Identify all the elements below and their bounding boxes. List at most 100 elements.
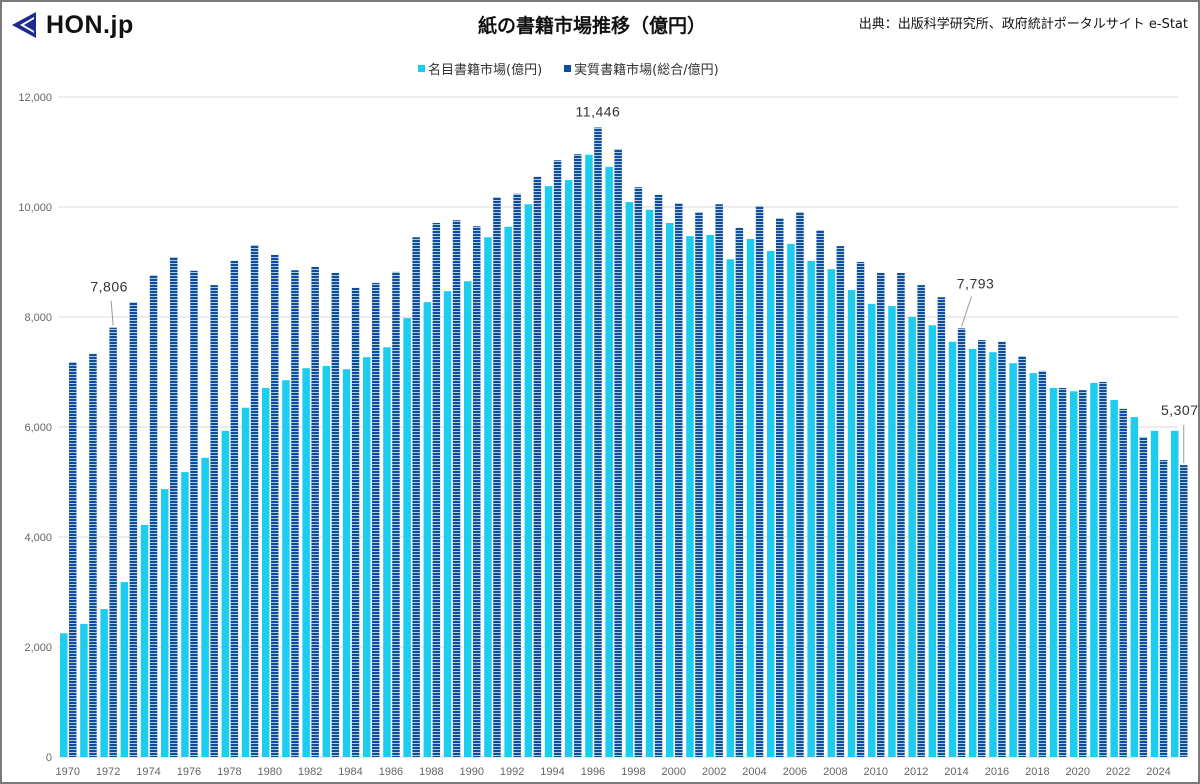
x-tick-label: 2020: [1066, 766, 1090, 778]
bar-real: [89, 353, 97, 757]
bar-nominal: [464, 281, 472, 757]
bar-nominal: [706, 235, 714, 758]
y-tick-label: 4,000: [24, 532, 52, 544]
x-tick-label: 1996: [581, 766, 605, 778]
bar-real: [776, 218, 784, 757]
bar-real: [452, 220, 461, 757]
bar-nominal: [1090, 383, 1098, 757]
bar-real: [533, 176, 542, 757]
bar-nominal: [484, 237, 492, 757]
x-tick-label: 1990: [460, 766, 484, 778]
x-tick-label: 1976: [177, 766, 201, 778]
bar-nominal: [726, 259, 735, 757]
data-label: 7,793: [957, 275, 995, 291]
bar-nominal: [1049, 387, 1058, 757]
bar-real: [1159, 460, 1168, 757]
bar-real: [493, 197, 501, 758]
bar-real: [675, 203, 683, 757]
bar-real: [937, 297, 946, 757]
y-tick-label: 8,000: [24, 312, 52, 324]
bar-real: [1139, 436, 1148, 757]
bar-nominal: [241, 407, 250, 757]
bar-nominal: [827, 269, 836, 757]
bar-real: [877, 273, 885, 757]
bar-nominal: [948, 341, 957, 757]
legend-label-nominal: 名目書籍市場(億円): [428, 63, 543, 78]
bar-nominal: [1029, 373, 1038, 757]
bar-nominal: [969, 348, 977, 757]
bar-real: [957, 328, 966, 757]
bar-nominal: [504, 226, 512, 758]
bar-real: [897, 273, 905, 757]
bar-real: [69, 362, 77, 757]
x-tick-label: 1992: [500, 766, 524, 778]
bar-nominal: [868, 303, 876, 757]
bar-nominal: [666, 222, 674, 757]
bar-nominal: [1110, 400, 1118, 757]
legend-item-nominal: 名目書籍市場(億円): [418, 59, 542, 78]
bar-nominal: [1171, 430, 1179, 757]
bar-real: [1079, 390, 1087, 757]
bar-real: [149, 275, 158, 757]
x-tick-label: 1998: [621, 766, 645, 778]
x-tick-label: 1986: [379, 766, 403, 778]
bar-real: [109, 327, 117, 757]
x-tick-label: 1994: [540, 766, 564, 778]
bar-nominal: [100, 609, 108, 757]
bar-nominal: [585, 154, 593, 757]
bar-nominal: [282, 380, 290, 757]
bar-nominal: [787, 243, 795, 758]
bar-nominal: [989, 352, 997, 757]
legend: 名目書籍市場(億円) 実質書籍市場(総合/億円): [418, 59, 719, 78]
bar-nominal: [544, 186, 553, 758]
x-tick-label: 1972: [96, 766, 120, 778]
bar-nominal: [746, 238, 755, 757]
bar-real: [594, 127, 602, 758]
bar-real: [513, 193, 521, 758]
bar-real: [614, 149, 622, 757]
bar-nominal: [807, 260, 815, 757]
bar-real: [432, 222, 441, 757]
bar-real: [372, 282, 380, 757]
bar-nominal: [262, 387, 270, 757]
bar-nominal: [767, 251, 775, 757]
bar-real: [816, 230, 824, 758]
x-tick-label: 2000: [662, 766, 686, 778]
bar-nominal: [605, 166, 613, 758]
x-tick-label: 1980: [258, 766, 282, 778]
bar-nominal: [423, 302, 432, 757]
bar-real: [230, 260, 239, 757]
bar-nominal: [524, 204, 533, 757]
bar-nominal: [302, 368, 310, 757]
x-tick-label: 2010: [864, 766, 888, 778]
bar-nominal: [847, 290, 856, 757]
data-label: 7,806: [90, 279, 128, 295]
x-tick-label: 2004: [742, 766, 766, 778]
x-tick-label: 2018: [1025, 766, 1049, 778]
bar-nominal: [120, 582, 129, 757]
bar-real: [917, 285, 925, 757]
x-tick-label: 1982: [298, 766, 322, 778]
bar-real: [695, 211, 703, 757]
bar-real: [331, 273, 340, 757]
bar-real: [998, 341, 1006, 757]
bar-nominal: [221, 430, 230, 757]
bar-real: [271, 254, 279, 757]
data-label: 5,307: [1161, 402, 1199, 418]
bar-real: [1180, 465, 1188, 757]
bar-real: [291, 270, 299, 757]
bar-real: [634, 187, 643, 757]
bar-real: [250, 244, 259, 757]
bar-nominal: [80, 623, 88, 757]
bar-nominal: [908, 317, 916, 757]
bar-nominal: [363, 357, 371, 757]
x-tick-label: 2006: [783, 766, 807, 778]
y-axis: 0 2,000 4,000 6,000 8,000 10,000 12,000: [18, 92, 52, 764]
y-tick-label: 0: [46, 752, 52, 764]
bar-nominal: [645, 209, 654, 757]
bar-real: [715, 204, 723, 757]
x-tick-label: 2014: [944, 766, 968, 778]
bar-real: [553, 160, 562, 757]
bars: [60, 127, 1188, 758]
